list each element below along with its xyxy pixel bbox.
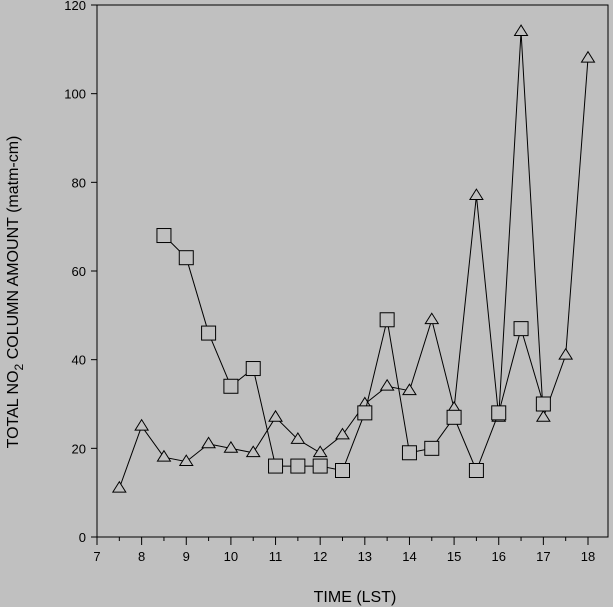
- triangle-point: [111, 480, 127, 493]
- y-tick-label: 0: [79, 530, 86, 545]
- square-point: [446, 409, 462, 425]
- y-tick-label: 20: [72, 441, 86, 456]
- y-axis-title: TOTAL NO2 COLUMN AMOUNT (matm-cm): [5, 136, 26, 449]
- series-2-square: [156, 228, 551, 478]
- series-line: [163, 235, 544, 472]
- triangle-point: [312, 445, 328, 458]
- triangle-point: [535, 409, 551, 422]
- square-point: [312, 458, 328, 474]
- x-tick-label: 12: [313, 549, 327, 564]
- series-1-triangle: [111, 24, 596, 493]
- x-tick-label: 17: [536, 549, 550, 564]
- y-tick-label: 80: [72, 175, 86, 190]
- triangle-point: [268, 409, 283, 422]
- square-point: [201, 325, 217, 341]
- triangle-point: [469, 188, 484, 201]
- triangle-point: [156, 449, 172, 462]
- triangle-point: [558, 347, 574, 360]
- square-point: [178, 250, 194, 266]
- square-point: [401, 445, 417, 461]
- x-axis: 7 8 9 10 11 12 13 14 15 16 17 18: [93, 537, 595, 564]
- square-point: [223, 378, 239, 394]
- y-tick-label: 120: [64, 0, 86, 13]
- square-point: [290, 458, 306, 474]
- x-tick-label: 9: [183, 549, 190, 564]
- x-tick-label: 18: [581, 549, 595, 564]
- x-tick-label: 10: [224, 549, 238, 564]
- x-tick-label: 16: [491, 549, 505, 564]
- triangle-point: [223, 440, 239, 453]
- x-tick-label: 13: [358, 549, 372, 564]
- y-axis-title-part-2: COLUMN AMOUNT (matm-cm): [5, 136, 22, 364]
- triangle-point: [424, 312, 440, 325]
- y-tick-label: 100: [64, 87, 86, 102]
- square-point: [535, 396, 551, 412]
- square-point: [357, 405, 373, 421]
- square-point: [513, 321, 529, 337]
- triangle-point: [402, 383, 417, 396]
- y-axis-title-part-1: TOTAL NO: [5, 370, 22, 448]
- plot-frame: [96, 4, 609, 538]
- y-tick-label: 40: [72, 353, 86, 368]
- y-axis: 0 20 40 60 80 100 120: [64, 0, 97, 545]
- x-tick-label: 15: [447, 549, 461, 564]
- x-axis-title: TIME (LST): [314, 589, 397, 606]
- square-point: [245, 361, 261, 377]
- y-tick-label: 60: [72, 264, 86, 279]
- square-point: [156, 228, 172, 244]
- triangle-point: [513, 24, 529, 36]
- triangle-point: [290, 432, 306, 444]
- square-point: [424, 440, 440, 456]
- series-layer: [111, 24, 596, 493]
- series-line: [118, 31, 589, 489]
- triangle-point: [379, 378, 395, 391]
- x-tick-label: 11: [269, 549, 283, 564]
- square-point: [468, 463, 484, 478]
- square-point: [335, 463, 350, 478]
- triangle-point: [335, 427, 350, 440]
- square-point: [268, 458, 284, 474]
- triangle-point: [245, 445, 261, 458]
- triangle-point: [178, 454, 194, 467]
- x-tick-label: 8: [138, 549, 145, 564]
- square-point: [379, 312, 395, 328]
- x-tick-label: 7: [93, 549, 100, 564]
- x-tick-label: 14: [402, 549, 416, 564]
- y-axis-title-subscript: 2: [12, 363, 26, 370]
- square-point: [491, 405, 507, 421]
- triangle-point: [134, 418, 150, 431]
- triangle-point: [201, 436, 216, 449]
- triangle-point: [580, 50, 596, 63]
